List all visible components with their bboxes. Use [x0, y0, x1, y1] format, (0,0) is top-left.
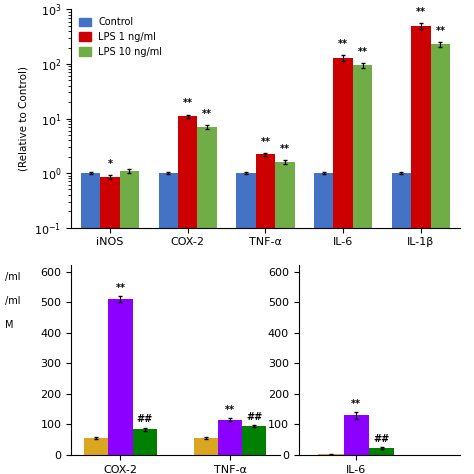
Bar: [81, 173, 100, 474]
Bar: [255, 155, 275, 474]
Bar: [369, 448, 394, 455]
Bar: [344, 415, 369, 455]
Bar: [314, 173, 333, 474]
Text: **: **: [280, 144, 290, 154]
Text: **: **: [225, 405, 235, 415]
Bar: [109, 299, 133, 455]
Bar: [158, 173, 178, 474]
Bar: [333, 58, 353, 474]
Bar: [411, 26, 430, 474]
Bar: [353, 65, 373, 474]
Text: **: **: [202, 109, 212, 119]
Text: ##: ##: [246, 412, 263, 422]
Text: **: **: [260, 137, 271, 146]
Text: ##: ##: [374, 434, 390, 444]
Bar: [84, 438, 109, 455]
Bar: [178, 116, 197, 474]
Text: **: **: [182, 99, 193, 109]
Text: **: **: [338, 39, 348, 49]
Bar: [100, 177, 119, 474]
Text: **: **: [116, 283, 126, 293]
Bar: [194, 438, 218, 455]
Bar: [392, 173, 411, 474]
Text: **: **: [416, 7, 426, 17]
Bar: [430, 44, 450, 474]
Bar: [197, 127, 217, 474]
Text: /ml: /ml: [5, 296, 20, 306]
Legend: Control, LPS 1 ng/ml, LPS 10 ng/ml: Control, LPS 1 ng/ml, LPS 10 ng/ml: [76, 14, 165, 60]
Text: /ml: /ml: [5, 272, 20, 283]
Text: M: M: [5, 319, 13, 330]
Bar: [236, 173, 255, 474]
Bar: [275, 162, 294, 474]
Y-axis label: (Relative to Control): (Relative to Control): [19, 66, 29, 171]
Text: **: **: [357, 46, 368, 56]
Text: **: **: [351, 399, 361, 409]
Bar: [133, 429, 157, 455]
Bar: [119, 171, 139, 474]
Text: ##: ##: [137, 414, 153, 424]
Text: **: **: [435, 26, 446, 36]
Text: *: *: [108, 159, 112, 169]
Bar: [242, 426, 266, 455]
Bar: [218, 420, 242, 455]
